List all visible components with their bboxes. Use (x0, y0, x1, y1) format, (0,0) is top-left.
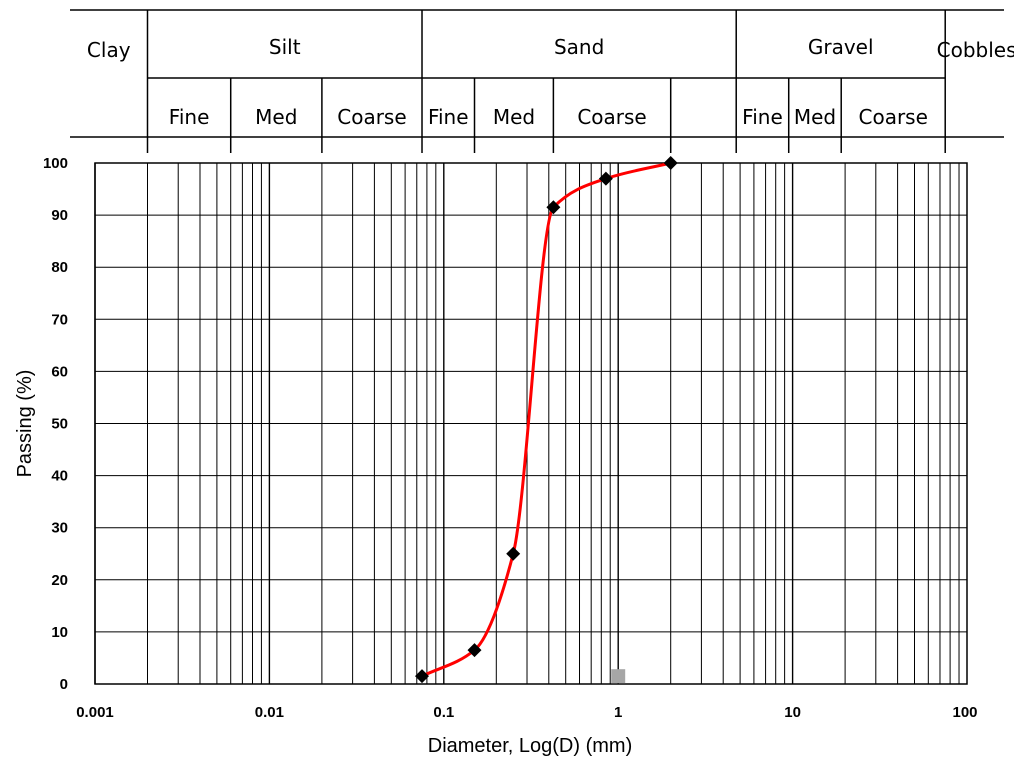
subclass-label-coarse: Coarse (859, 105, 928, 129)
data-points (415, 156, 678, 684)
y-tick-label: 90 (51, 207, 68, 224)
data-point-diamond (598, 171, 613, 186)
y-tick-label: 20 (51, 572, 68, 589)
x-tick-label: 0.001 (76, 704, 114, 721)
class-label-cobbles: Cobbles (937, 38, 1014, 62)
subclass-label-coarse: Coarse (337, 105, 406, 129)
y-tick-label: 60 (51, 363, 68, 380)
class-label-silt: Silt (269, 35, 301, 59)
x-tick-label: 10 (784, 704, 801, 721)
y-tick-label: 100 (43, 155, 68, 172)
x-tick-labels: 0.001 0.01 0.1 1 10 100 (76, 704, 977, 721)
data-point-diamond (546, 200, 561, 215)
data-point-diamond (663, 156, 678, 170)
subclass-label-med: Med (794, 105, 836, 129)
x-tick-label: 100 (952, 704, 977, 721)
y-tick-label: 10 (51, 624, 68, 641)
plot-grid (94, 162, 968, 685)
x-tick-label: 0.01 (255, 704, 284, 721)
y-tick-label: 40 (51, 468, 68, 485)
y-tick-label: 80 (51, 259, 68, 276)
x-axis-title: Diameter, Log(D) (mm) (428, 735, 632, 757)
gradation-curve-line (421, 161, 672, 678)
data-point-diamond (506, 546, 521, 561)
subclass-label-fine: Fine (742, 105, 783, 129)
data-point-square (611, 669, 626, 684)
soil-classification-header: Clay Silt Sand Gravel Cobbles Fine Med Coarse Fi… (70, 9, 1014, 153)
data-point-diamond (467, 643, 482, 658)
y-tick-label: 30 (51, 520, 68, 537)
y-axis-title: Passing (%) (14, 370, 36, 478)
y-tick-label: 70 (51, 311, 68, 328)
class-label-gravel: Gravel (808, 35, 874, 59)
gradation-curve (421, 161, 672, 678)
x-tick-label: 0.1 (433, 704, 454, 721)
y-tick-label: 0 (60, 676, 68, 693)
subclass-label-med: Med (255, 105, 297, 129)
subclass-label-coarse: Coarse (577, 105, 646, 129)
class-label-sand: Sand (554, 35, 604, 59)
x-tick-label: 1 (614, 704, 622, 721)
y-tick-labels: 0 10 20 30 40 50 60 70 80 90 100 (43, 155, 68, 693)
subclass-label-fine: Fine (169, 105, 210, 129)
subclass-label-med: Med (493, 105, 535, 129)
class-label-clay: Clay (87, 38, 131, 62)
data-point-diamond (415, 669, 430, 684)
y-tick-label: 50 (51, 416, 68, 433)
subclass-label-fine: Fine (428, 105, 469, 129)
